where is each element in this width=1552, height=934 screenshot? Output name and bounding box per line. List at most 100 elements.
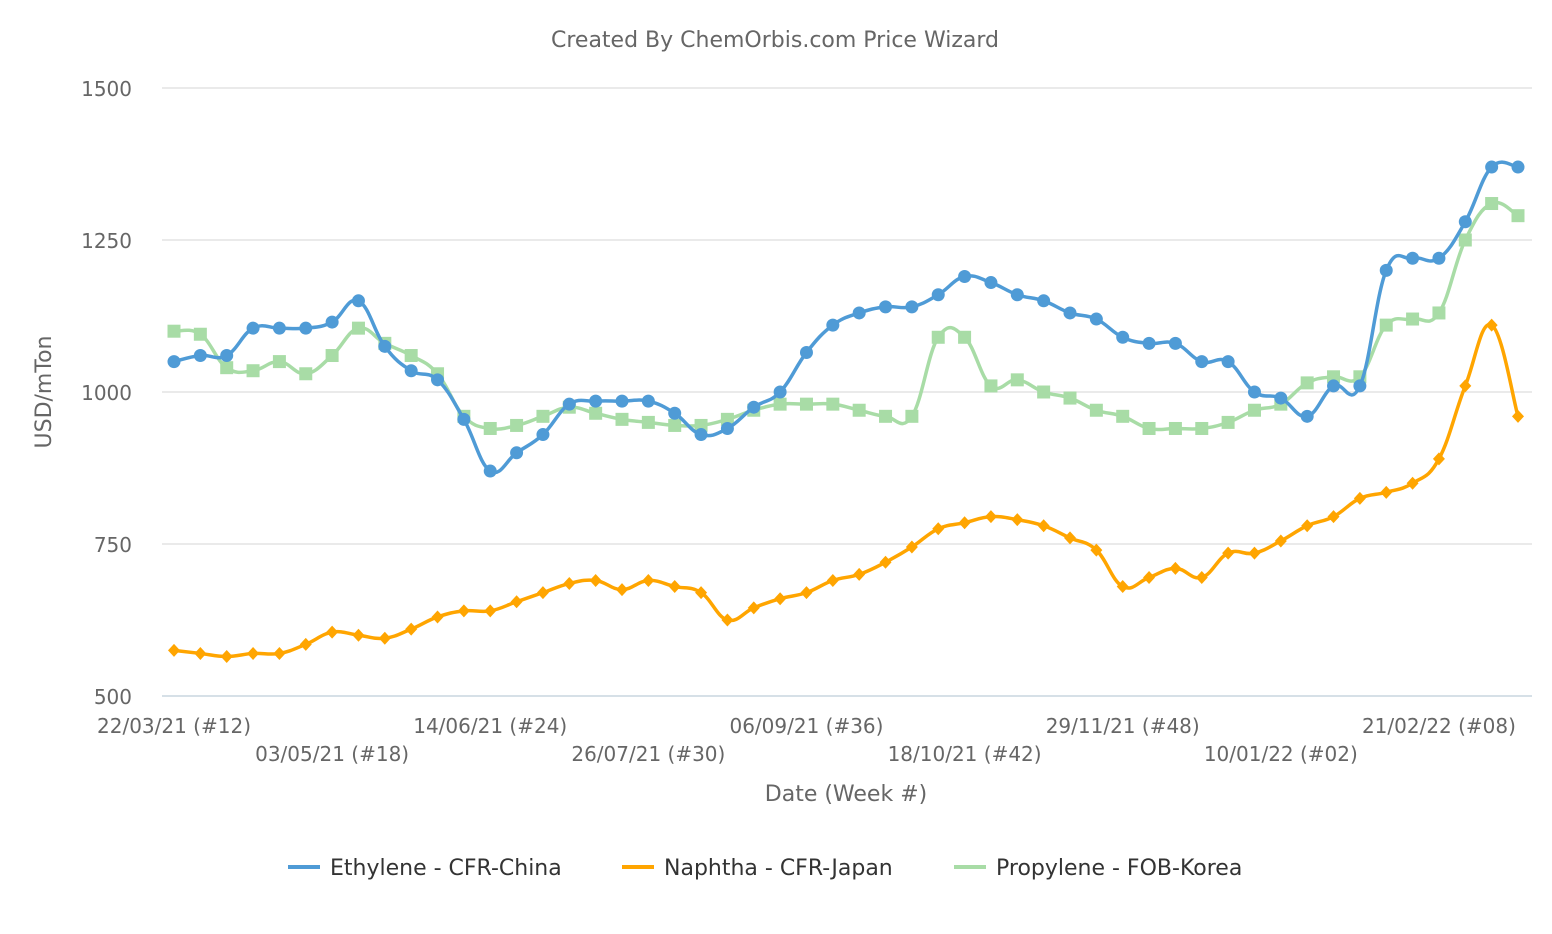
y-tick-label: 750	[94, 533, 132, 557]
y-axis-label: USD/mTon	[32, 336, 57, 449]
data-point	[1010, 373, 1024, 387]
legend-label: Ethylene - CFR-China	[330, 856, 562, 881]
data-point	[615, 394, 629, 408]
data-point	[1380, 485, 1393, 499]
data-point	[668, 580, 681, 594]
data-point	[378, 339, 392, 353]
data-point	[536, 428, 550, 442]
data-point	[1010, 288, 1024, 302]
data-point	[1037, 519, 1050, 533]
data-point	[1379, 263, 1393, 277]
data-point	[1116, 409, 1130, 423]
data-point	[168, 643, 180, 657]
data-point	[1142, 421, 1156, 435]
data-point	[272, 355, 286, 369]
data-point	[826, 397, 840, 411]
data-point	[457, 412, 471, 426]
data-point	[641, 415, 655, 429]
x-axis-ticks: 22/03/21 (#12)03/05/21 (#18)14/06/21 (#2…	[97, 714, 1516, 766]
data-point	[483, 421, 497, 435]
data-point	[404, 364, 418, 378]
data-point	[220, 649, 233, 663]
data-point	[1485, 160, 1499, 174]
x-tick-label: 18/10/21 (#42)	[888, 742, 1042, 766]
legend: Ethylene - CFR-China Naphtha - CFR-Japan P…	[288, 856, 1242, 881]
data-point	[1222, 546, 1235, 560]
legend-item[interactable]: Ethylene - CFR-China	[288, 856, 562, 881]
data-point	[1300, 376, 1314, 390]
data-point	[984, 276, 998, 290]
x-tick-label: 10/01/22 (#02)	[1204, 742, 1358, 766]
data-point	[272, 321, 286, 335]
data-point	[774, 592, 787, 606]
data-point	[1063, 391, 1077, 405]
data-point	[1221, 355, 1235, 369]
data-point	[589, 573, 602, 587]
data-point	[351, 321, 365, 335]
data-point	[1037, 385, 1051, 399]
data-point	[1274, 534, 1287, 548]
data-point	[616, 583, 628, 597]
data-point	[984, 510, 997, 524]
data-point	[1406, 312, 1420, 326]
data-point	[1458, 215, 1472, 229]
data-point	[852, 403, 866, 417]
data-point	[905, 300, 919, 314]
data-point	[325, 315, 339, 329]
data-point	[1169, 561, 1182, 575]
data-point	[694, 418, 708, 432]
data-point	[431, 373, 445, 387]
data-point	[720, 412, 734, 426]
data-point	[905, 540, 918, 554]
data-point	[931, 288, 945, 302]
data-point	[193, 327, 207, 341]
data-point	[273, 646, 286, 660]
data-point	[536, 409, 550, 423]
data-point	[167, 324, 181, 338]
data-point	[510, 595, 523, 609]
data-point	[1090, 543, 1103, 557]
data-point	[457, 604, 470, 618]
data-point	[958, 269, 972, 283]
data-point	[931, 330, 945, 344]
data-point	[484, 604, 497, 618]
data-point	[1247, 385, 1261, 399]
data-point	[1327, 370, 1341, 384]
data-point	[1011, 513, 1024, 527]
data-point	[1221, 415, 1235, 429]
x-tick-label: 29/11/21 (#48)	[1046, 714, 1200, 738]
data-point	[1485, 197, 1499, 211]
data-point	[1168, 336, 1182, 350]
data-point	[563, 577, 576, 591]
legend-item[interactable]: Propylene - FOB-Korea	[954, 856, 1242, 881]
chart-title: Created By ChemOrbis.com Price Wizard	[551, 28, 999, 53]
x-axis-label: Date (Week #)	[765, 782, 927, 807]
data-point	[1248, 546, 1261, 560]
data-point	[615, 412, 629, 426]
data-point	[695, 586, 708, 600]
y-tick-label: 1000	[81, 381, 132, 405]
series-line	[173, 200, 1519, 432]
data-point	[1195, 355, 1209, 369]
data-point	[1274, 391, 1288, 405]
data-point	[747, 400, 761, 414]
data-point	[773, 397, 787, 411]
series-ethylene-cfr-china	[167, 160, 1525, 478]
legend-item[interactable]: Naphtha - CFR-Japan	[622, 856, 893, 881]
data-point	[1511, 209, 1525, 223]
data-point	[325, 349, 339, 363]
data-point	[352, 628, 365, 642]
data-point	[220, 361, 234, 375]
series-line	[173, 322, 1520, 659]
x-tick-label: 03/05/21 (#18)	[255, 742, 409, 766]
data-point	[1327, 379, 1341, 393]
x-tick-label: 21/02/22 (#08)	[1362, 714, 1516, 738]
legend-label: Propylene - FOB-Korea	[996, 856, 1242, 881]
grid	[162, 87, 1532, 697]
y-tick-label: 1250	[81, 229, 132, 253]
data-point	[641, 394, 655, 408]
data-point	[431, 610, 444, 624]
data-point	[536, 586, 549, 600]
data-point	[668, 418, 682, 432]
data-point	[351, 294, 365, 308]
